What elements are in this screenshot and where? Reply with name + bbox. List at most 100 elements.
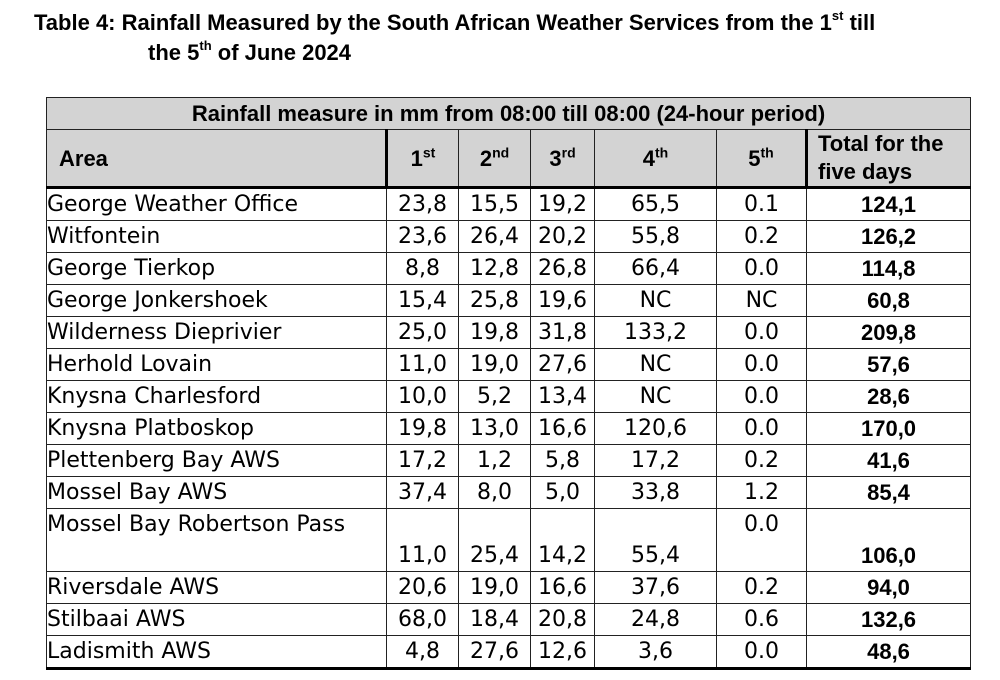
- cell-day-2: 19,0: [458, 571, 531, 604]
- table-row: Plettenberg Bay AWS 17,2 1,2 5,8 17,2 0.2 41,6: [46, 444, 972, 477]
- cell-day-3: 16,6: [530, 571, 595, 604]
- cell-day-1: 23,6: [386, 220, 459, 253]
- table-banner-row: Rainfall measure in mm from 08:00 till 0…: [45, 97, 972, 130]
- cell-day-2: 19,0: [458, 348, 531, 381]
- cell-area: George Tierkop: [46, 252, 387, 285]
- cell-day-4: 33,8: [594, 476, 717, 509]
- caption-line-1: Table 4: Rainfall Measured by the South …: [34, 7, 876, 35]
- cell-day-4: 3,6: [594, 635, 717, 670]
- cell-day-2: 1,2: [458, 444, 531, 477]
- cell-area: Plettenberg Bay AWS: [46, 444, 387, 477]
- cell-day-5: 0.0: [716, 316, 807, 349]
- cell-area: Stilbaai AWS: [46, 603, 387, 636]
- cell-area: Knysna Platboskop: [46, 412, 387, 445]
- table-row: George Tierkop 8,8 12,8 26,8 66,4 0.0 114,8: [46, 252, 972, 285]
- cell-day-2: 27,6: [458, 635, 531, 670]
- cell-area: George Jonkershoek: [46, 284, 387, 317]
- cell-day-5: 0.2: [716, 571, 807, 604]
- cell-area: Knysna Charlesford: [46, 380, 387, 413]
- cell-day-4: 55,4: [594, 508, 717, 572]
- cell-day-4: 37,6: [594, 571, 717, 604]
- cell-day-3: 13,4: [530, 380, 595, 413]
- cell-day-1: 17,2: [386, 444, 459, 477]
- table-row: Mossel Bay AWS 37,4 8,0 5,0 33,8 1.2 85,4: [46, 476, 972, 509]
- cell-total: 85,4: [805, 476, 972, 509]
- cell-total: 209,8: [805, 316, 972, 349]
- table-caption: Table 4: Rainfall Measured by the South …: [34, 8, 984, 68]
- cell-total: 170,0: [805, 412, 972, 445]
- cell-day-3: 27,6: [530, 348, 595, 381]
- cell-day-2: 25,8: [458, 284, 531, 317]
- cell-day-4: 133,2: [594, 316, 717, 349]
- table-row: George Weather Office 23,8 15,5 19,2 65,5 0.1…: [46, 186, 972, 221]
- cell-day-2: 15,5: [458, 186, 531, 221]
- cell-day-2: 13,0: [458, 412, 531, 445]
- header-total: Total for the five days: [804, 129, 972, 188]
- cell-day-1: 11,0: [386, 508, 459, 572]
- cell-day-3: 5,8: [530, 444, 595, 477]
- table-header-row: Area 1st 2nd 3rd 4th 5th Total for the fi…: [46, 129, 972, 188]
- cell-area: Riversdale AWS: [46, 571, 387, 604]
- cell-day-1: 68,0: [386, 603, 459, 636]
- cell-area: Mossel Bay Robertson Pass: [46, 508, 387, 572]
- cell-total: 28,6: [805, 380, 972, 413]
- table-row: Knysna Charlesford 10,0 5,2 13,4 NC 0.0 28,6: [46, 380, 972, 413]
- cell-day-2: 26,4: [458, 220, 531, 253]
- cell-day-3: 5,0: [530, 476, 595, 509]
- cell-day-3: 26,8: [530, 252, 595, 285]
- cell-day-1: 8,8: [386, 252, 459, 285]
- cell-day-2: 25,4: [458, 508, 531, 572]
- cell-day-3: 19,2: [530, 186, 595, 221]
- cell-total: 60,8: [805, 284, 972, 317]
- table-row: Stilbaai AWS 68,0 18,4 20,8 24,8 0.6 132,6: [46, 603, 972, 636]
- table-row: Wilderness Dieprivier 25,0 19,8 31,8 133,2 0.…: [46, 316, 972, 349]
- table-row: Knysna Platboskop 19,8 13,0 16,6 120,6 0.0 170…: [46, 412, 972, 445]
- cell-total: 41,6: [805, 444, 972, 477]
- caption-line-2: the 5th of June 2024: [148, 37, 352, 65]
- cell-total: 114,8: [805, 252, 972, 285]
- table-row: Riversdale AWS 20,6 19,0 16,6 37,6 0.2 94,0: [46, 571, 972, 604]
- cell-day-1: 10,0: [386, 380, 459, 413]
- cell-day-3: 20,8: [530, 603, 595, 636]
- cell-day-2: 5,2: [458, 380, 531, 413]
- table-row: Mossel Bay Robertson Pass 11,0 25,4 14,2 55,…: [46, 508, 972, 572]
- cell-total: 126,2: [805, 220, 972, 253]
- cell-day-1: 11,0: [386, 348, 459, 381]
- cell-day-4: 66,4: [594, 252, 717, 285]
- header-day-5: 5th: [716, 129, 807, 188]
- rainfall-table: Rainfall measure in mm from 08:00 till 0…: [45, 97, 972, 670]
- cell-day-4: 120,6: [594, 412, 717, 445]
- cell-day-5: 0.6: [716, 603, 807, 636]
- cell-day-5: 0.1: [716, 186, 807, 221]
- cell-area: Wilderness Dieprivier: [46, 316, 387, 349]
- cell-day-5: 0.0: [716, 508, 807, 572]
- table-row: Witfontein 23,6 26,4 20,2 55,8 0.2 126,2: [46, 220, 972, 253]
- cell-day-2: 12,8: [458, 252, 531, 285]
- header-area: Area: [46, 129, 388, 188]
- cell-day-1: 25,0: [386, 316, 459, 349]
- header-day-3: 3rd: [530, 129, 595, 188]
- cell-day-1: 15,4: [386, 284, 459, 317]
- cell-day-5: 0.0: [716, 380, 807, 413]
- cell-day-5: 0.2: [716, 444, 807, 477]
- cell-day-5: 0.0: [716, 635, 807, 670]
- cell-day-5: 0.0: [716, 252, 807, 285]
- cell-area: Ladismith AWS: [46, 635, 387, 670]
- cell-total: 132,6: [805, 603, 972, 636]
- table-row: George Jonkershoek 15,4 25,8 19,6 NC NC 60,8: [46, 284, 972, 317]
- cell-total: 48,6: [805, 635, 972, 670]
- cell-day-5: 1.2: [716, 476, 807, 509]
- cell-day-4: 55,8: [594, 220, 717, 253]
- cell-day-4: 65,5: [594, 186, 717, 221]
- cell-day-5: 0.0: [716, 348, 807, 381]
- cell-day-4: NC: [594, 348, 717, 381]
- cell-day-1: 20,6: [386, 571, 459, 604]
- cell-total: 57,6: [805, 348, 972, 381]
- cell-day-3: 31,8: [530, 316, 595, 349]
- table-row: Ladismith AWS 4,8 27,6 12,6 3,6 0.0 48,6: [46, 635, 972, 670]
- cell-day-5: NC: [716, 284, 807, 317]
- header-day-4: 4th: [594, 129, 717, 188]
- cell-day-1: 19,8: [386, 412, 459, 445]
- cell-area: Mossel Bay AWS: [46, 476, 387, 509]
- cell-day-3: 14,2: [530, 508, 595, 572]
